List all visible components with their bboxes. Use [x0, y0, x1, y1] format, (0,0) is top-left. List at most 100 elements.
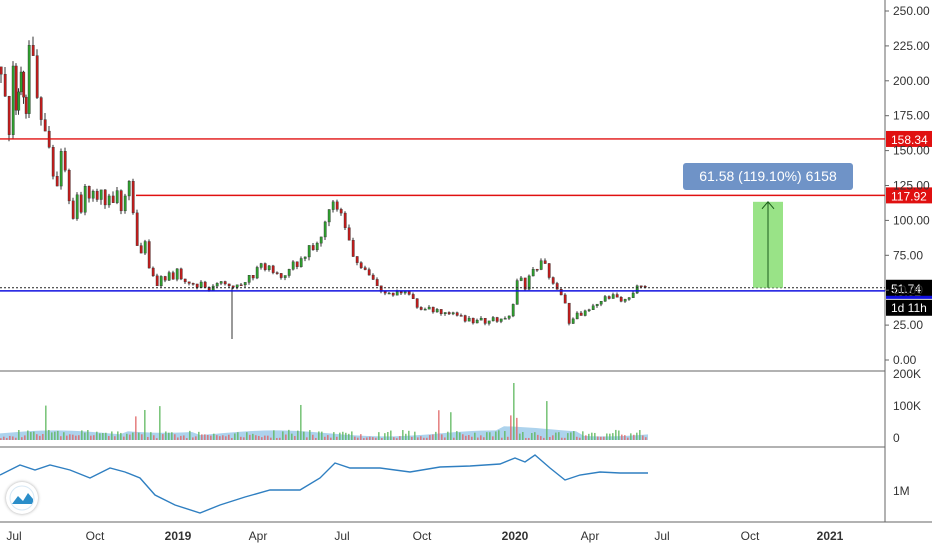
volume-bar: [189, 430, 191, 440]
volume-bar: [555, 432, 557, 440]
volume-bar: [267, 435, 269, 440]
volume-bar: [465, 435, 467, 440]
candle-body: [463, 315, 467, 322]
volume-bar: [435, 431, 437, 440]
volume-bar: [387, 432, 389, 440]
volume-bar: [285, 434, 287, 440]
volume-bar: [444, 437, 446, 440]
candle-body: [615, 294, 619, 298]
volume-bar: [543, 437, 545, 440]
volume-bar: [216, 435, 218, 440]
volume-bar: [36, 434, 38, 440]
volume-bar: [411, 436, 413, 440]
last-price-badge: [886, 279, 932, 296]
volume-bar: [603, 436, 605, 440]
volume-bar: [132, 432, 134, 440]
candle-body: [631, 292, 635, 298]
volume-bar: [90, 435, 92, 440]
volume-bar: [54, 431, 56, 440]
time-axis[interactable]: Jul Oct 2019 Apr Jul Oct 2020 Apr Jul Oct 2021: [6, 529, 843, 543]
volume-bar: [249, 434, 251, 440]
candle-body: [14, 65, 18, 111]
volume-bar: [483, 437, 485, 440]
volume-bar: [72, 434, 74, 440]
candle-body: [22, 71, 26, 98]
candle-body: [211, 285, 215, 291]
candle-body: [107, 195, 111, 206]
volume-bar: [351, 431, 353, 440]
candle-body: [587, 309, 591, 312]
volume-bar: [180, 435, 182, 440]
candle-body: [163, 276, 167, 281]
candle-body: [35, 55, 39, 98]
volume-bar: [507, 436, 509, 440]
candle-body: [283, 275, 287, 278]
candle-body: [591, 305, 595, 310]
candle-body: [39, 97, 43, 120]
candle-body: [563, 294, 567, 304]
level-price-badge: [886, 130, 932, 147]
volume-bar: [591, 432, 593, 440]
volume-bar: [540, 436, 542, 440]
price-tick-label: 125.00: [893, 179, 930, 193]
volume-bar: [51, 432, 53, 440]
candle-body: [223, 281, 227, 285]
price-range-measurement[interactable]: [753, 201, 783, 288]
price-axis[interactable]: 250.00 225.00 200.00 175.00 150.00 125.00 100.…: [885, 4, 930, 367]
candle-body: [171, 272, 175, 280]
candle-body: [415, 298, 419, 308]
volume-bar: [78, 435, 80, 440]
volume-bar: [342, 431, 344, 440]
candle-body: [547, 263, 551, 278]
candle-body: [143, 241, 147, 254]
time-tick-label: Jul: [334, 529, 349, 543]
volume-bar: [642, 435, 644, 440]
candle-body: [55, 176, 59, 187]
candle-body: [511, 304, 515, 317]
tradingview-logo-icon[interactable]: [6, 482, 38, 514]
volume-bar: [87, 430, 89, 440]
volume-bar: [534, 432, 536, 440]
volume-bar: [477, 437, 479, 440]
volume-bar: [81, 430, 83, 440]
volume-bar: [135, 416, 137, 440]
volume-bar: [144, 409, 146, 440]
volume-bar: [429, 435, 431, 440]
volume-bar: [111, 431, 113, 440]
volume-bar: [192, 437, 194, 440]
candle-body: [471, 317, 475, 324]
candle-body: [483, 317, 487, 324]
candle-body: [219, 281, 223, 284]
candle-body: [447, 312, 451, 315]
volume-bar: [624, 435, 626, 440]
volume-bar: [15, 437, 17, 440]
volume-bar: [105, 432, 107, 440]
volume-bar: [633, 434, 635, 440]
volume-bar: [621, 434, 623, 440]
price-tick-label: 250.00: [893, 4, 930, 18]
time-tick-label: 2020: [502, 529, 529, 543]
candle-body: [215, 283, 219, 287]
candle-body: [535, 269, 539, 271]
candle-body: [527, 275, 531, 290]
indicator-series-line: [0, 454, 648, 514]
time-tick-label: 2021: [817, 529, 844, 543]
volume-bar: [330, 437, 332, 440]
volume-bar: [69, 434, 71, 440]
candle-body: [451, 312, 455, 315]
candle-body: [623, 299, 627, 302]
candle-body: [287, 269, 291, 276]
volume-bar: [309, 430, 311, 440]
candle-body: [147, 241, 151, 269]
volume-bar: [369, 436, 371, 440]
volume-bar: [222, 435, 224, 440]
candle-body: [387, 292, 391, 295]
volume-bar: [243, 437, 245, 440]
candle-body: [639, 285, 643, 288]
time-tick-label: Oct: [86, 529, 105, 543]
candle-body: [75, 194, 79, 219]
candle-body: [255, 267, 259, 279]
volume-bar: [354, 436, 356, 440]
candle-body: [607, 296, 611, 299]
